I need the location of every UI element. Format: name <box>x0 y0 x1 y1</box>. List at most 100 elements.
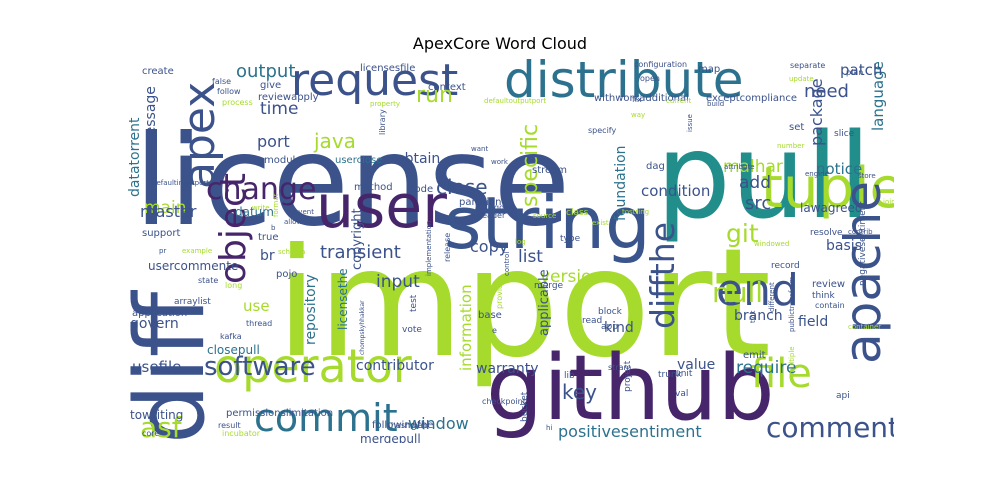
word-type: type <box>560 234 581 244</box>
word-window: window <box>408 414 469 433</box>
word-hi: hi <box>546 424 553 432</box>
word-field: field <box>798 314 829 330</box>
word-checkpoint: checkpoint <box>482 397 526 406</box>
word-class: class <box>566 208 589 218</box>
word-import: import <box>276 217 772 391</box>
word-give: give <box>260 80 282 91</box>
word-positivesentiment: positivesentiment <box>558 422 702 441</box>
word-licensesfile: licensesfile <box>360 63 416 74</box>
word-publictransform: publictransform <box>788 276 796 332</box>
word-basis: basis <box>826 238 862 254</box>
word-support: support <box>142 228 181 239</box>
word-input: input <box>376 272 420 292</box>
word-pull: pull <box>656 107 872 245</box>
word-unit: unit <box>675 369 693 379</box>
word-separate: separate <box>790 61 826 70</box>
word-think: think <box>812 291 835 301</box>
word-want: want <box>471 145 489 153</box>
word-software: software <box>204 352 316 382</box>
word-format: format <box>272 193 280 217</box>
word-copyright: copyright <box>350 208 365 270</box>
word-reader: reader <box>479 211 506 220</box>
word-key: key <box>562 380 598 404</box>
word-app: app <box>601 322 618 332</box>
word-current: current <box>666 97 692 105</box>
word-val: val <box>675 389 689 399</box>
word-datum: datum <box>235 205 274 219</box>
word-defaultinputport: defaultinputport <box>152 179 209 187</box>
word-string: string <box>444 181 651 265</box>
word-notice: notice <box>816 160 863 178</box>
word-specify: specify <box>588 126 617 135</box>
word-distribute: distribute <box>504 59 744 109</box>
word-output: output <box>236 61 296 82</box>
word-write: write <box>252 204 270 212</box>
word-obtain: obtain <box>396 151 441 167</box>
word-asf: asf <box>140 411 182 443</box>
word-number: number <box>777 142 805 150</box>
word-source: source <box>533 212 557 220</box>
word-read: read <box>582 316 603 326</box>
word-java: java <box>314 129 356 153</box>
word-usercommente: usercommente <box>148 259 239 273</box>
word-file: file <box>751 351 812 397</box>
word-close: close <box>436 175 488 199</box>
word-request: request <box>291 59 459 106</box>
word-true: true <box>258 232 279 243</box>
word-closepull: closepull <box>207 343 260 357</box>
word-br: br <box>260 248 275 264</box>
word-user: user <box>316 172 447 242</box>
word-towriting: towriting <box>130 408 184 422</box>
word-provide: provide <box>495 278 504 309</box>
word-vote: vote <box>402 325 422 335</box>
word-repository: repository <box>303 274 319 345</box>
word-mergepull: mergepull <box>360 432 421 443</box>
word-diffthe: diffthe <box>643 221 682 329</box>
word-patch: patch <box>840 61 883 79</box>
word-dag: dag <box>646 161 665 172</box>
word-tostring: tostring <box>622 208 650 216</box>
word-different: different <box>768 282 776 312</box>
word-way: way <box>631 111 646 119</box>
word-merge: merge <box>534 281 564 291</box>
word-engine: engine <box>805 170 829 178</box>
word-method: method <box>354 182 393 193</box>
word-lawagreed: lawagreed <box>800 201 863 215</box>
word-chompskyhhakkar: chompskyhhakkar <box>359 300 366 355</box>
word-review: review <box>812 279 846 290</box>
word-comment: comment <box>766 411 894 443</box>
word-permissionslimitation: permissionslimitation <box>226 408 334 419</box>
word-copy: copy <box>470 237 509 256</box>
word-fix: fix <box>632 95 642 104</box>
word-trunk: trunk <box>658 370 682 380</box>
word-application: application <box>132 308 188 319</box>
word-release: release <box>443 232 452 262</box>
word-create: create <box>142 66 174 77</box>
word-exist: exist <box>592 219 609 227</box>
word-run: run <box>416 83 453 108</box>
word-port: port <box>257 132 290 151</box>
word-information: information <box>457 284 475 371</box>
word-hashmap: hashmap <box>391 421 428 430</box>
word-e: e <box>492 326 497 335</box>
word-operator: operator <box>214 339 412 393</box>
word-add: add <box>739 173 771 193</box>
word-work: work <box>491 158 508 166</box>
word-allow: allow <box>284 218 303 226</box>
word-log: log <box>515 238 526 246</box>
word-need: need <box>804 81 849 102</box>
word-malhar: malhar <box>723 157 783 177</box>
word-multiple: multiple <box>788 346 796 375</box>
word-resolve: resolve <box>810 228 843 238</box>
word-tick: tick <box>749 310 757 323</box>
word-example: example <box>182 247 213 255</box>
word-process: process <box>222 98 253 107</box>
word-open: open <box>640 74 660 83</box>
word-govern: govern <box>130 316 179 332</box>
word-time: time <box>260 99 299 119</box>
word-base: base <box>478 310 502 321</box>
word-result: result <box>218 421 241 430</box>
word-schema: schema <box>278 248 306 256</box>
word-package: package <box>807 78 826 146</box>
word-store: store <box>858 172 876 180</box>
